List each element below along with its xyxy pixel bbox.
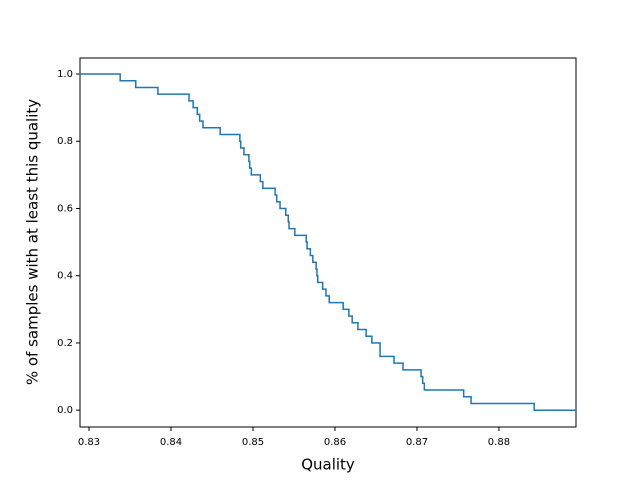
x-tick-label: 0.88	[488, 437, 510, 448]
y-tick-label: 0.6	[57, 203, 73, 214]
x-tick-label: 0.83	[78, 437, 100, 448]
y-tick-label: 0.4	[57, 271, 73, 282]
y-axis-label: % of samples with at least this quality	[24, 99, 42, 385]
plot-frame	[79, 57, 577, 428]
x-tick-label: 0.85	[242, 437, 264, 448]
y-tick-label: 0.2	[57, 338, 73, 349]
y-tick-label: 0.0	[57, 405, 73, 416]
y-tick-label: 0.8	[57, 136, 73, 147]
x-tick-label: 0.86	[324, 437, 346, 448]
x-axis-label: Quality	[301, 456, 355, 474]
x-tick-label: 0.84	[160, 437, 182, 448]
y-tick-label: 1.0	[57, 69, 73, 80]
x-tick-label: 0.87	[406, 437, 428, 448]
